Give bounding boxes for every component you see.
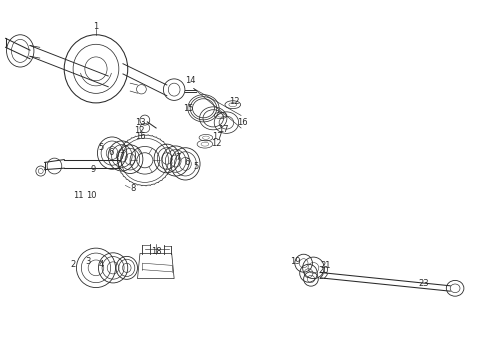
Text: 10: 10 <box>86 191 97 200</box>
Text: 7: 7 <box>175 153 180 162</box>
Text: 9: 9 <box>91 165 96 174</box>
Text: 6: 6 <box>185 158 190 167</box>
Text: 15: 15 <box>184 104 194 113</box>
Text: 3: 3 <box>85 257 90 266</box>
Text: 18: 18 <box>151 247 161 256</box>
Text: 21: 21 <box>321 261 331 270</box>
Text: 5: 5 <box>98 143 103 152</box>
Text: 16: 16 <box>237 118 248 127</box>
Text: 8: 8 <box>130 184 135 193</box>
Text: 16: 16 <box>135 132 145 141</box>
Text: 22: 22 <box>318 272 328 281</box>
Text: 11: 11 <box>73 191 83 200</box>
Text: 5: 5 <box>194 162 199 171</box>
Text: 23: 23 <box>418 279 429 288</box>
Text: 7: 7 <box>119 152 124 161</box>
Text: 12: 12 <box>229 97 240 106</box>
Text: 12: 12 <box>211 139 222 148</box>
Text: 13: 13 <box>135 118 146 127</box>
Text: 19: 19 <box>291 257 301 266</box>
Text: 20: 20 <box>318 266 328 275</box>
Text: 12: 12 <box>134 126 144 135</box>
Text: 17: 17 <box>212 132 223 141</box>
Text: 1: 1 <box>94 22 98 31</box>
Text: 2: 2 <box>71 260 75 269</box>
Text: 14: 14 <box>185 76 196 85</box>
Text: 6: 6 <box>108 148 113 157</box>
Text: 17: 17 <box>218 125 228 134</box>
Text: 4: 4 <box>98 260 103 269</box>
